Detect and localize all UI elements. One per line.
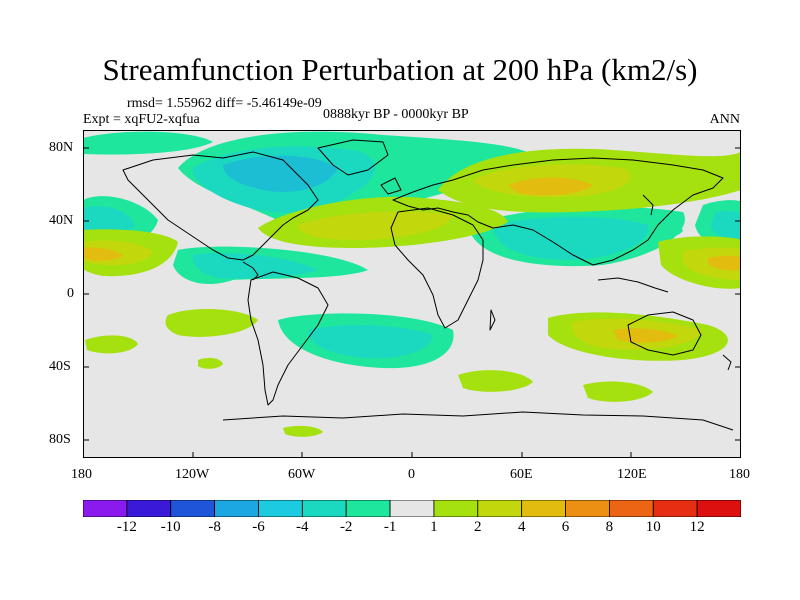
south-pacific-ridge [165, 308, 258, 337]
japan-coast [642, 194, 654, 216]
colorbar [83, 500, 741, 517]
maritime-continent-coast [597, 277, 669, 293]
greenland-coast [317, 139, 389, 176]
colorbar-label: 10 [645, 519, 661, 535]
colorbar-label: -1 [383, 519, 397, 535]
lat-label-40s: 40S [49, 359, 71, 374]
south-pacific-ridge-west [85, 335, 138, 354]
strongest-negative-regions [223, 155, 338, 192]
east-pacific-ridge-peak [83, 247, 123, 261]
southern-ocean-ridge [458, 370, 533, 392]
colorbar-label: 4 [517, 519, 526, 535]
south-atlantic-core [308, 325, 433, 359]
lat-label-80s: 80S [49, 432, 71, 447]
lon-label-60w: 60W [288, 467, 316, 482]
colorbar-label: -10 [160, 519, 181, 535]
north-america-coast [122, 151, 319, 261]
period-label: 0888kyr BP - 0000kyr BP [323, 107, 469, 122]
australia-coast [627, 311, 702, 356]
colorbar-box [345, 500, 391, 517]
colorbar-label: 1 [430, 519, 438, 535]
southern-ocean-ridge-east [583, 381, 653, 402]
eurasia-coast [392, 157, 724, 266]
colorbar-box [477, 500, 523, 517]
north-america-low-peak [223, 155, 338, 192]
arctic-low-strip [83, 131, 213, 155]
lon-label-60e: 60E [510, 467, 533, 482]
colorbar-box [521, 500, 566, 517]
colorbar-box [83, 500, 128, 517]
figure-title: Streamfunction Perturbation at 200 hPa (… [102, 52, 698, 87]
eurasia-ridge-peak [508, 177, 593, 196]
new-zealand-coast [722, 354, 732, 371]
colorbar-label: -4 [296, 519, 309, 535]
africa-coast [390, 207, 484, 329]
south-america-coast [247, 271, 329, 406]
lon-label-180w: 180 [71, 467, 92, 482]
colorbar-label: 2 [474, 519, 482, 535]
colorbar-label: -8 [208, 519, 221, 535]
lat-label-40n: 40N [49, 213, 74, 228]
atlantic-ridge-core [298, 211, 453, 240]
colorbar-box [389, 500, 435, 517]
colorbar-label: 6 [561, 519, 570, 535]
lon-label-120e: 120E [617, 467, 647, 482]
colorbar-box [301, 500, 347, 517]
colorbar-box [258, 500, 303, 517]
experiment-label: Expt = xqFU2-xqfua [83, 112, 200, 127]
colorbar-box [609, 500, 654, 517]
colorbar-label: -12 [116, 519, 137, 535]
season-label: ANN [709, 112, 740, 127]
colorbar-box [433, 500, 479, 517]
axis-ticks [83, 147, 741, 458]
madagascar-coast [489, 309, 496, 331]
colorbar-label: -2 [339, 519, 353, 535]
lon-label-120w: 120W [175, 467, 210, 482]
stats-label: rmsd= 1.55962 diff= -5.46149e-09 [127, 96, 322, 111]
west-pacific-ridge-peak [708, 255, 741, 271]
antarctic-ridge-patch [283, 425, 323, 437]
colorbar-box [126, 500, 172, 517]
colorbar-label: 8 [605, 519, 614, 535]
lon-label-0: 0 [408, 467, 415, 482]
south-pacific-ridge-small [198, 357, 223, 369]
contour-map [83, 130, 741, 458]
lat-label-80n: 80N [49, 140, 74, 155]
asia-low-core [493, 216, 649, 260]
colorbar-label: 12 [689, 519, 705, 535]
north-pacific-core-east [711, 211, 741, 241]
colorbar-label: -6 [252, 519, 265, 535]
lon-label-180e: 180 [729, 467, 750, 482]
colorbar-box [565, 500, 610, 517]
antarctica-coast [222, 411, 734, 431]
colorbar-box [652, 500, 698, 517]
tropical-east-pacific-core [192, 252, 318, 279]
coastlines [122, 139, 734, 431]
central-america-coast [242, 261, 259, 281]
british-isles-coast [380, 177, 402, 195]
colorbar-box [696, 500, 741, 517]
colorbar-box [214, 500, 259, 517]
lat-label-eq: 0 [67, 286, 74, 301]
colorbar-box [170, 500, 216, 517]
